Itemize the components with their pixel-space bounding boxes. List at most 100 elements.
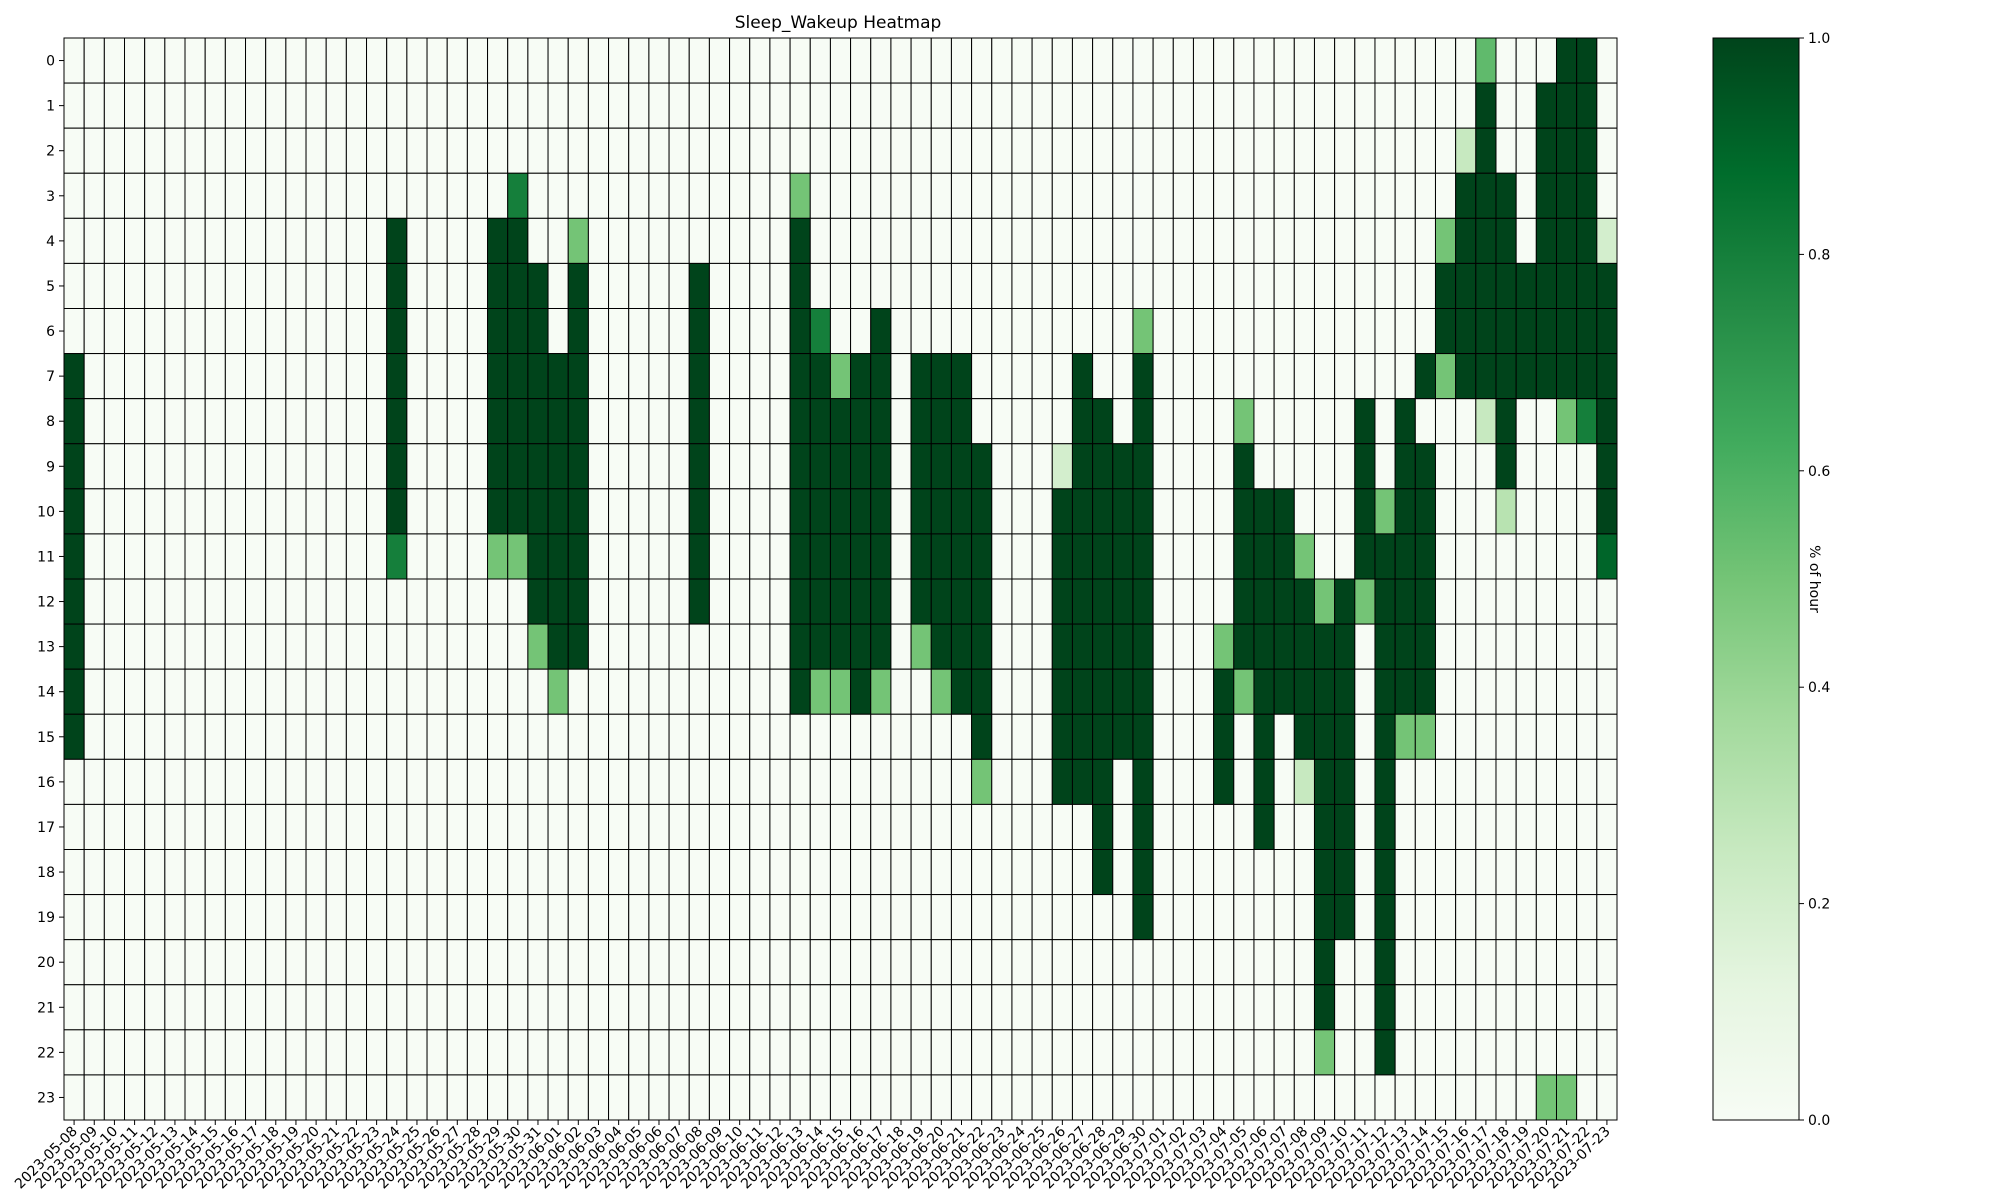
heatmap-cell bbox=[1434, 37, 1457, 84]
heatmap-cell bbox=[991, 1074, 1013, 1121]
heatmap-cell bbox=[1011, 849, 1033, 896]
heatmap-cell bbox=[668, 262, 690, 310]
heatmap-cell bbox=[426, 713, 448, 760]
heatmap-cell bbox=[1233, 758, 1255, 805]
heatmap-cell bbox=[366, 713, 388, 760]
heatmap-cell bbox=[910, 1029, 932, 1076]
heatmap-cell bbox=[426, 758, 448, 805]
heatmap-cell bbox=[245, 623, 267, 670]
heatmap-cell bbox=[688, 668, 710, 715]
heatmap-cell bbox=[991, 398, 1013, 445]
heatmap-cell bbox=[1555, 398, 1578, 445]
heatmap-cell bbox=[608, 82, 630, 129]
heatmap-cell bbox=[688, 443, 710, 490]
heatmap-cell bbox=[1071, 849, 1094, 896]
heatmap-cell bbox=[547, 984, 569, 1031]
heatmap-cell bbox=[1313, 443, 1336, 490]
heatmap-cell bbox=[466, 262, 489, 310]
heatmap-cell bbox=[285, 82, 307, 129]
heatmap-cell bbox=[1192, 172, 1215, 219]
heatmap-cell bbox=[406, 849, 428, 896]
heatmap-cell bbox=[1273, 578, 1295, 625]
heatmap-cell bbox=[487, 668, 509, 715]
heatmap-cell bbox=[1354, 1029, 1376, 1076]
heatmap-cell bbox=[466, 623, 489, 670]
heatmap-cell bbox=[245, 894, 267, 941]
heatmap-cell bbox=[567, 443, 589, 490]
heatmap-cell bbox=[991, 984, 1013, 1031]
heatmap-cell bbox=[1031, 127, 1053, 174]
heatmap-cell bbox=[1031, 37, 1053, 84]
heatmap-cell bbox=[1495, 308, 1517, 355]
heatmap-cell bbox=[245, 713, 267, 760]
heatmap-cell bbox=[668, 1029, 690, 1076]
heatmap-cell bbox=[83, 803, 105, 850]
heatmap-cell bbox=[567, 894, 589, 941]
heatmap-cell bbox=[1313, 308, 1336, 355]
heatmap-cell bbox=[1051, 939, 1073, 986]
heatmap-cell bbox=[1112, 353, 1134, 400]
heatmap-cell bbox=[668, 623, 690, 670]
heatmap-cell bbox=[1515, 443, 1537, 490]
heatmap-cell bbox=[1233, 37, 1255, 84]
heatmap-cell bbox=[325, 488, 347, 535]
heatmap-cell bbox=[63, 172, 85, 219]
heatmap-cell bbox=[83, 1029, 105, 1076]
heatmap-cell bbox=[668, 894, 690, 941]
heatmap-cell bbox=[1011, 713, 1033, 760]
y-tick-label: 5 bbox=[46, 279, 55, 295]
heatmap-cell bbox=[789, 713, 811, 760]
heatmap-cell bbox=[345, 668, 368, 715]
heatmap-cell bbox=[83, 623, 105, 670]
heatmap-cell bbox=[1213, 443, 1235, 490]
heatmap-cell bbox=[265, 984, 287, 1031]
heatmap-cell bbox=[63, 533, 85, 580]
heatmap-cell bbox=[1334, 939, 1356, 986]
heatmap-cell bbox=[446, 623, 468, 670]
heatmap-cell bbox=[1253, 488, 1275, 535]
heatmap-cell bbox=[1172, 82, 1194, 129]
heatmap-cell bbox=[587, 82, 610, 129]
heatmap-cell bbox=[1596, 353, 1618, 400]
heatmap-cell bbox=[1515, 82, 1537, 129]
heatmap-cell bbox=[1213, 1029, 1235, 1076]
heatmap-cell bbox=[708, 127, 731, 174]
heatmap-cell bbox=[749, 217, 771, 264]
heatmap-cell bbox=[729, 578, 751, 625]
heatmap-cell bbox=[1555, 82, 1578, 129]
heatmap-cell bbox=[1535, 443, 1557, 490]
heatmap-cell bbox=[628, 803, 650, 850]
heatmap-cell bbox=[850, 533, 872, 580]
heatmap-cell bbox=[729, 37, 751, 84]
heatmap-cell bbox=[265, 713, 287, 760]
heatmap-cell bbox=[1374, 984, 1396, 1031]
heatmap-cell bbox=[1455, 308, 1477, 355]
heatmap-cell bbox=[366, 308, 388, 355]
heatmap-cell bbox=[124, 1074, 146, 1121]
heatmap-cell bbox=[1434, 623, 1457, 670]
heatmap-cell bbox=[1334, 127, 1356, 174]
heatmap-cell bbox=[507, 984, 529, 1031]
heatmap-cell bbox=[688, 37, 710, 84]
heatmap-cell bbox=[991, 713, 1013, 760]
heatmap-cell bbox=[749, 172, 771, 219]
heatmap-cell bbox=[406, 578, 428, 625]
heatmap-cell bbox=[628, 623, 650, 670]
heatmap-cell bbox=[1192, 668, 1215, 715]
heatmap-cell bbox=[1313, 353, 1336, 400]
heatmap-cell bbox=[850, 1029, 872, 1076]
heatmap-cell bbox=[1273, 308, 1295, 355]
heatmap-cell bbox=[628, 894, 650, 941]
heatmap-cell bbox=[789, 984, 811, 1031]
heatmap-cell bbox=[466, 172, 489, 219]
heatmap-cell bbox=[366, 82, 388, 129]
heatmap-cell bbox=[1011, 668, 1033, 715]
heatmap-cell bbox=[688, 984, 710, 1031]
heatmap-cell bbox=[184, 1029, 206, 1076]
heatmap-cell bbox=[749, 262, 771, 310]
heatmap-cell bbox=[608, 353, 630, 400]
heatmap-cell bbox=[1354, 82, 1376, 129]
heatmap-cell bbox=[1414, 533, 1436, 580]
heatmap-cell bbox=[103, 217, 126, 264]
heatmap-cell bbox=[103, 262, 126, 310]
